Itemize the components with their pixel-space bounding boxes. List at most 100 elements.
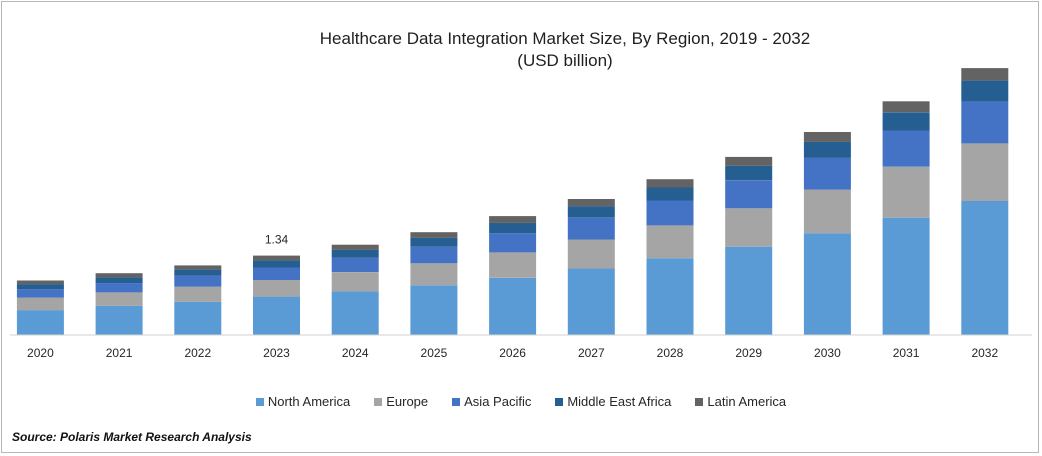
bar-2029-europe: [725, 208, 773, 247]
bar-2029-asia-pacific: [725, 180, 773, 209]
bar-2030-asia-pacific: [803, 157, 851, 190]
bar-2024-latin-america: [331, 244, 379, 250]
x-tick-label: 2023: [263, 346, 290, 360]
bar-2028-latin-america: [646, 179, 694, 188]
legend: North America Europe Asia Pacific Middle Ea…: [0, 394, 1042, 409]
bar-chart: 2020 2021 2022 2023 2024 2025 2026 2027 2028 2029…: [10, 68, 1032, 360]
bar-2025-europe: [410, 263, 458, 286]
bar-2025-asia-pacific: [410, 246, 458, 264]
bar-2026-asia-pacific: [489, 233, 537, 253]
x-tick-label: 2028: [657, 346, 684, 360]
bar-2021-north-america: [95, 305, 143, 335]
bar-2024-north-america: [331, 291, 379, 335]
bar-2021-latin-america: [95, 273, 143, 278]
legend-label: Middle East Africa: [567, 394, 672, 409]
bar-2026-europe: [489, 252, 537, 278]
bar-2021-asia-pacific: [95, 283, 143, 293]
x-tick-label: 2025: [421, 346, 448, 360]
legend-swatch: [555, 397, 564, 406]
bar-2032-europe: [961, 143, 1009, 201]
x-tick-label: 2026: [499, 346, 526, 360]
legend-swatch: [695, 397, 704, 406]
bar-2020-middle-east-africa: [16, 284, 64, 290]
bar-2020-europe: [16, 297, 64, 311]
legend-label: Latin America: [707, 394, 787, 409]
bar-2028-middle-east-africa: [646, 187, 694, 201]
annotations-group: 1.34: [265, 233, 289, 247]
x-tick-label: 2021: [106, 346, 133, 360]
bar-2024-europe: [331, 272, 379, 292]
bar-2023-north-america: [253, 296, 300, 335]
data-label: 1.34: [265, 233, 289, 247]
bar-2030-middle-east-africa: [803, 141, 851, 158]
bar-2029-latin-america: [725, 156, 773, 166]
bars-group: [16, 68, 1009, 335]
legend-item-asia-pacific: Asia Pacific: [452, 394, 531, 409]
x-tick-label: 2020: [27, 346, 54, 360]
bar-2025-latin-america: [410, 232, 458, 238]
bar-2031-latin-america: [882, 101, 930, 113]
x-tick-labels: 2020 2021 2022 2023 2024 2025 2026 2027 2028 2029…: [27, 346, 998, 360]
legend-item-middle-east-africa: Middle East Africa: [555, 394, 671, 409]
bar-2021-europe: [95, 292, 143, 306]
bar-2027-latin-america: [567, 199, 615, 207]
legend-label: Asia Pacific: [464, 394, 532, 409]
bar-2026-north-america: [489, 277, 537, 335]
legend-label: North America: [267, 394, 351, 409]
legend-item-europe: Europe: [374, 394, 428, 409]
chart-title: Healthcare Data Integration Market Size,…: [319, 29, 811, 48]
legend-label: Europe: [386, 394, 429, 409]
bar-2020-latin-america: [16, 280, 64, 285]
bar-2031-asia-pacific: [882, 130, 930, 167]
bar-2027-asia-pacific: [567, 217, 615, 240]
x-tick-label: 2024: [342, 346, 369, 360]
bar-2026-latin-america: [489, 216, 537, 223]
bar-2028-north-america: [646, 258, 694, 335]
bar-2030-north-america: [803, 233, 851, 335]
bar-2023-middle-east-africa: [253, 260, 300, 268]
bar-2032-latin-america: [961, 68, 1009, 81]
x-tick-label: 2031: [893, 346, 920, 360]
bar-2022-latin-america: [174, 265, 222, 270]
x-tick-label: 2027: [578, 346, 605, 360]
bar-2028-asia-pacific: [646, 200, 694, 226]
legend-swatch: [374, 397, 383, 406]
bar-2030-europe: [803, 189, 851, 234]
source-note: Source: Polaris Market Research Analysis: [12, 430, 252, 444]
chart-subtitle: (USD billion): [517, 51, 613, 70]
x-tick-label: 2030: [814, 346, 841, 360]
x-tick-label: 2032: [971, 346, 998, 360]
bar-2022-europe: [174, 286, 222, 302]
bar-2026-middle-east-africa: [489, 222, 537, 234]
bar-2020-north-america: [16, 310, 64, 335]
bar-2023-asia-pacific: [253, 267, 300, 280]
bar-2024-middle-east-africa: [331, 249, 379, 258]
legend-swatch: [452, 397, 461, 406]
bar-2022-asia-pacific: [174, 275, 222, 287]
bar-2031-middle-east-africa: [882, 112, 930, 131]
x-tick-label: 2029: [735, 346, 762, 360]
legend-item-latin-america: Latin America: [695, 394, 786, 409]
bar-2027-europe: [567, 239, 615, 269]
bar-2028-europe: [646, 225, 694, 259]
bar-2027-north-america: [567, 268, 615, 335]
legend-swatch: [255, 397, 264, 406]
bar-2032-middle-east-africa: [961, 80, 1009, 102]
bar-2025-north-america: [410, 285, 458, 335]
bar-2022-middle-east-africa: [174, 269, 222, 276]
legend-item-north-america: North America: [255, 394, 351, 409]
bar-2021-middle-east-africa: [95, 277, 143, 284]
bar-2031-europe: [882, 166, 930, 218]
bar-2029-middle-east-africa: [725, 165, 773, 181]
bar-2032-asia-pacific: [961, 101, 1009, 144]
bar-2029-north-america: [725, 246, 773, 335]
bar-2031-north-america: [882, 217, 930, 335]
bar-2024-asia-pacific: [331, 257, 379, 273]
bar-2023-europe: [253, 280, 300, 297]
x-tick-label: 2022: [184, 346, 211, 360]
bar-2027-middle-east-africa: [567, 206, 615, 218]
bar-2025-middle-east-africa: [410, 237, 458, 247]
bar-2032-north-america: [961, 201, 1009, 335]
bar-2020-asia-pacific: [16, 289, 64, 298]
bar-2023-latin-america: [253, 255, 300, 261]
